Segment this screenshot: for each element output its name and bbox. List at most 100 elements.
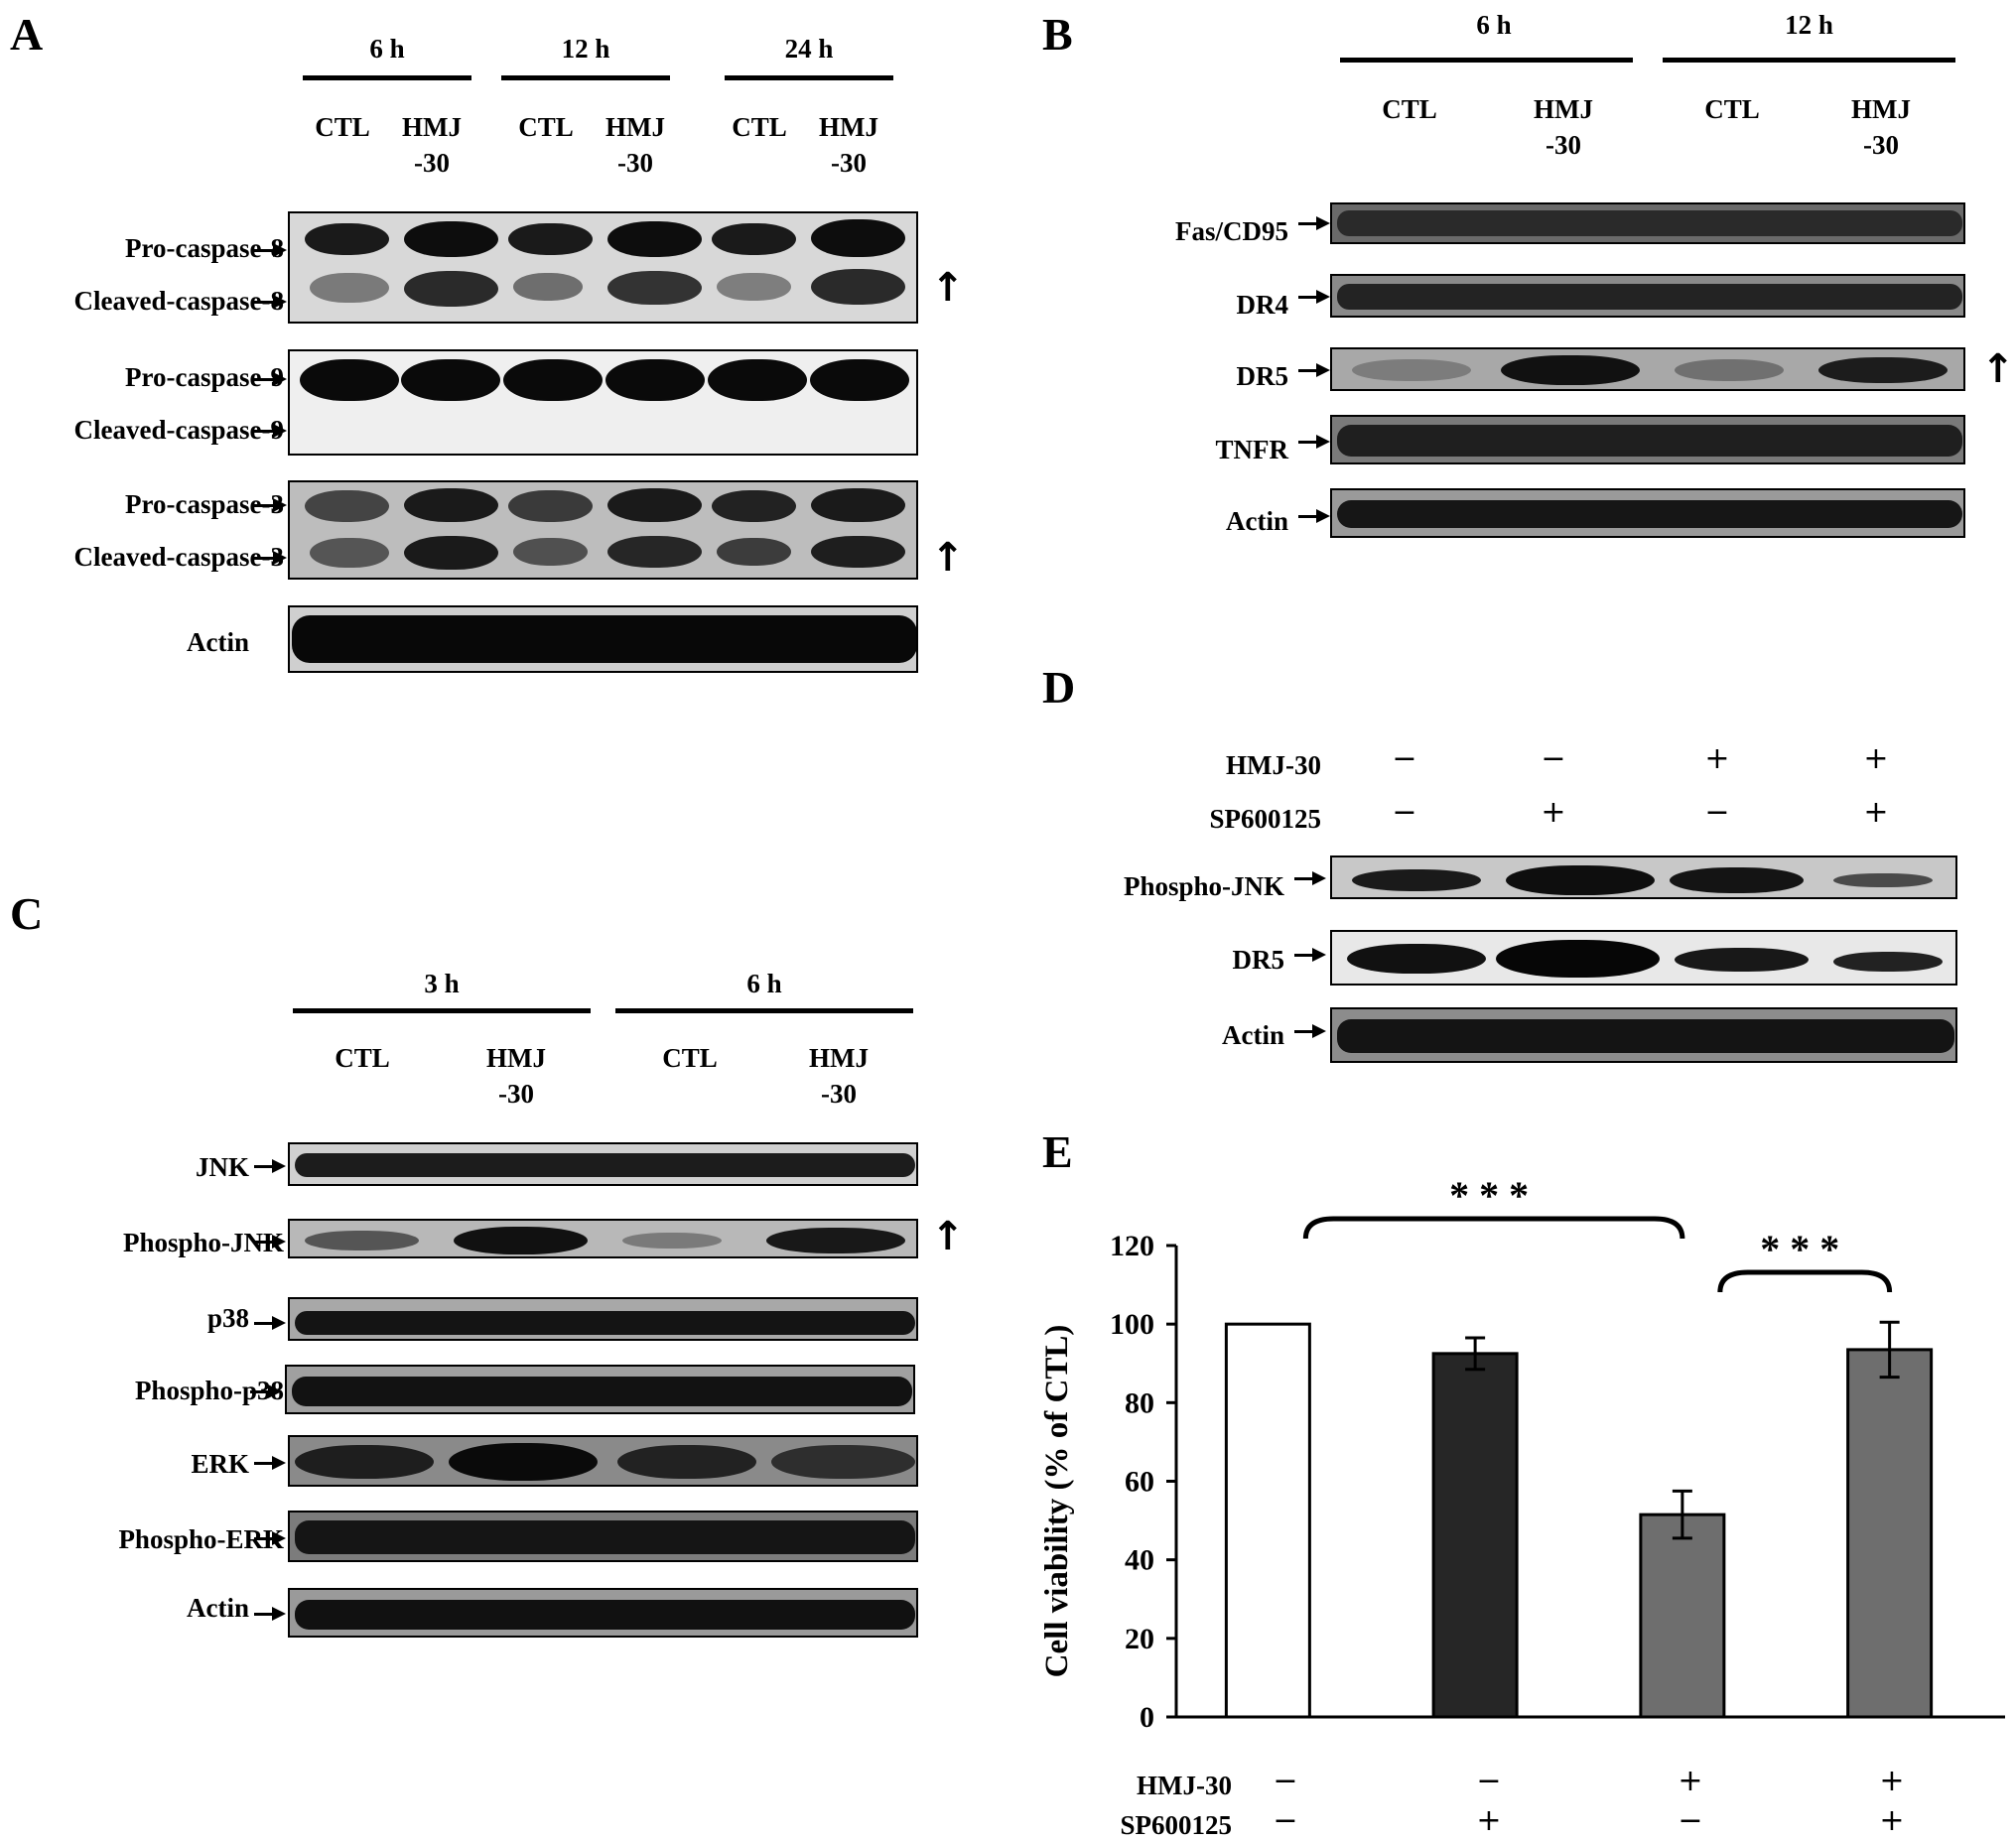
y-tick-label: 20 <box>1125 1623 1154 1655</box>
panel-d-sign: + <box>1863 795 1889 830</box>
blot-caspase-8 <box>288 211 918 324</box>
label-actin-d: Actin <box>1222 1020 1284 1050</box>
panel-a-letter: A <box>10 9 44 60</box>
y-tick-label: 100 <box>1110 1308 1154 1341</box>
panel-d-sign: − <box>1541 741 1566 776</box>
label-pro-caspase-9: Pro-caspase-9 <box>125 362 284 392</box>
blot-phospho-erk <box>288 1511 918 1562</box>
bar-0 <box>1224 1322 1311 1719</box>
panel-a-time-12h: 12 h <box>561 34 610 64</box>
blot-phospho-jnk-d <box>1330 855 1957 899</box>
label-cleaved-caspase-9: Cleaved-caspase-9 <box>73 415 284 445</box>
panel-a-rule-6h <box>303 75 471 80</box>
label-erk: ERK <box>191 1449 249 1479</box>
blot-dr5-d <box>1330 930 1957 986</box>
panel-b-time-12h: 12 h <box>1785 10 1833 40</box>
panel-b-rule-6h <box>1340 58 1633 63</box>
panel-d-sign: + <box>1541 795 1566 830</box>
panel-e-sign: + <box>1678 1764 1703 1798</box>
panel-b-time-6h: 6 h <box>1476 10 1512 40</box>
panel-e-sign: + <box>1476 1803 1502 1838</box>
panel-a-lane-5: CTL <box>732 112 787 142</box>
blot-dr5 <box>1330 347 1965 391</box>
significance-bracket <box>1302 1216 1685 1240</box>
blot-jnk <box>288 1142 918 1186</box>
blot-erk <box>288 1435 918 1487</box>
panel-c-lane-1: CTL <box>335 1043 390 1073</box>
panel-a-lane-2: HMJ -30 <box>402 112 462 179</box>
blot-tnfr <box>1330 415 1965 464</box>
panel-c-lane-4: HMJ -30 <box>809 1043 869 1110</box>
panel-b-lane-2: HMJ -30 <box>1534 94 1593 161</box>
significance-label: *** <box>1449 1173 1539 1218</box>
panel-a-lane-3: CTL <box>518 112 574 142</box>
panel-b-letter: B <box>1042 9 1073 60</box>
panel-d-letter: D <box>1042 662 1076 713</box>
panel-c-rule-3h <box>293 1008 591 1013</box>
blot-p38 <box>288 1297 918 1341</box>
blot-actin-d <box>1330 1007 1957 1063</box>
panel-d-treatment-sp600125: SP600125 <box>1209 804 1321 834</box>
panel-e-sign: − <box>1273 1803 1298 1838</box>
blot-actin-c <box>288 1588 918 1638</box>
y-tick-label: 80 <box>1125 1386 1154 1419</box>
panel-c-rule-6h <box>615 1008 913 1013</box>
y-tick-label: 120 <box>1110 1230 1154 1262</box>
panel-c-lane-3: CTL <box>662 1043 718 1073</box>
panel-a-time-24h: 24 h <box>784 34 834 64</box>
significance-label: *** <box>1760 1227 1849 1271</box>
label-fas-cd95: Fas/CD95 <box>1175 216 1288 246</box>
blot-fas-cd95 <box>1330 202 1965 244</box>
panel-b-lane-1: CTL <box>1382 94 1437 124</box>
panel-e-treatment-sp600125: SP600125 <box>1120 1810 1232 1840</box>
bar-1 <box>1431 1352 1519 1719</box>
label-dr4: DR4 <box>1236 290 1289 320</box>
blot-caspase-9 <box>288 349 918 456</box>
bar-3 <box>1846 1348 1934 1719</box>
label-p38: p38 <box>206 1303 249 1333</box>
label-actin-c: Actin <box>187 1593 249 1623</box>
label-actin-b: Actin <box>1226 506 1288 536</box>
panel-c-lane-2: HMJ -30 <box>486 1043 546 1110</box>
panel-a-lane-6: HMJ -30 <box>819 112 878 179</box>
panel-d-sign: + <box>1704 741 1730 776</box>
panel-d-sign: − <box>1392 741 1417 776</box>
label-dr5: DR5 <box>1236 361 1289 391</box>
panel-b-lane-3: CTL <box>1704 94 1760 124</box>
blot-phospho-p38 <box>285 1365 915 1414</box>
label-cleaved-caspase-8: Cleaved-caspase-8 <box>73 286 284 316</box>
y-axis-label: Cell viability (% of CTL) <box>1039 1325 1075 1678</box>
up-arrow-icon: ↑ <box>1981 346 2015 392</box>
panel-a-lane-4: HMJ -30 <box>605 112 665 179</box>
panel-d-sign: − <box>1704 795 1730 830</box>
panel-e-sign: + <box>1879 1764 1905 1798</box>
up-arrow-icon: ↑ <box>931 265 965 311</box>
panel-c-time-6h: 6 h <box>746 969 782 998</box>
significance-bracket <box>1717 1269 1893 1293</box>
up-arrow-icon: ↑ <box>931 1214 965 1259</box>
panel-b-rule-12h <box>1663 58 1955 63</box>
label-tnfr: TNFR <box>1215 435 1289 464</box>
panel-a-time-6h: 6 h <box>369 34 405 64</box>
blot-phospho-jnk-c <box>288 1219 918 1258</box>
panel-a-rule-12h <box>501 75 670 80</box>
y-tick-label: 0 <box>1140 1701 1154 1734</box>
blot-caspase-3 <box>288 480 918 580</box>
panel-e-sign: − <box>1273 1764 1298 1798</box>
label-actin-a: Actin <box>187 627 249 657</box>
panel-b-lane-4: HMJ -30 <box>1851 94 1911 161</box>
panel-c-time-3h: 3 h <box>424 969 460 998</box>
blot-actin-b <box>1330 488 1965 538</box>
up-arrow-icon: ↑ <box>931 535 965 581</box>
panel-e-treatment-hmj30: HMJ-30 <box>1137 1771 1232 1800</box>
blot-dr4 <box>1330 274 1965 318</box>
label-phospho-jnk-d: Phospho-JNK <box>1123 871 1284 901</box>
bar-2 <box>1639 1513 1726 1719</box>
panel-e-sign: − <box>1476 1764 1502 1798</box>
panel-e-sign: + <box>1879 1803 1905 1838</box>
panel-c-letter: C <box>10 888 44 939</box>
panel-a-rule-24h <box>725 75 893 80</box>
panel-d-treatment-hmj30: HMJ-30 <box>1226 750 1321 780</box>
